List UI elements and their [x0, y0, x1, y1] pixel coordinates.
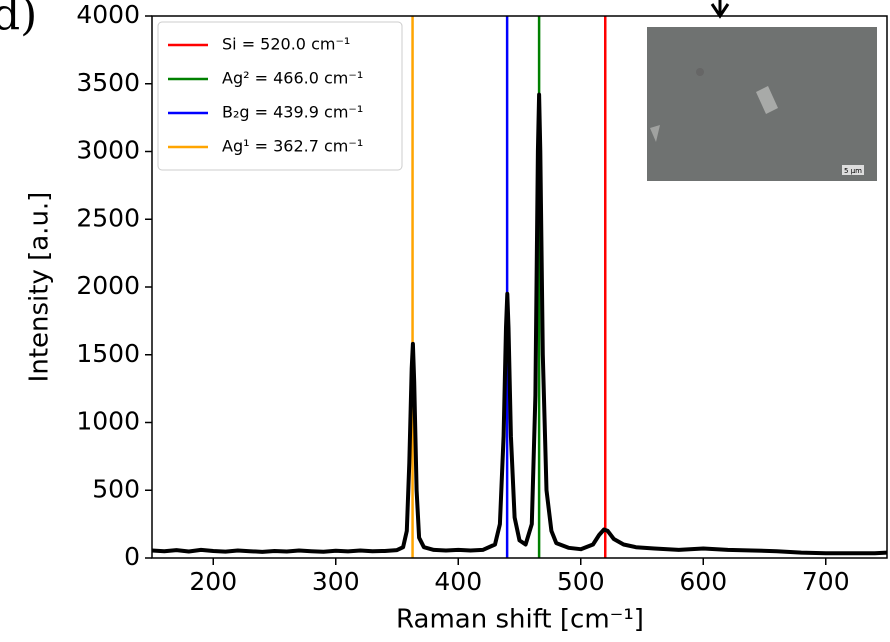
axes-frame	[151, 15, 888, 559]
y-tick-label: 1000	[76, 407, 140, 436]
y-tick-label: 3000	[76, 136, 140, 165]
spectrum-line	[151, 92, 888, 556]
panel-label: d)	[0, 0, 37, 41]
y-tick-label: 4000	[76, 0, 140, 29]
y-tick-label: 2000	[76, 271, 140, 300]
x-tick-label: 500	[557, 567, 605, 596]
inset-scale-label: 5 µm	[844, 167, 862, 175]
y-tick-label: 3500	[76, 68, 140, 97]
arrow-head	[710, 3, 730, 19]
flake	[650, 125, 660, 142]
y-tick-label: 2500	[76, 203, 140, 232]
x-tick-label: 200	[189, 567, 237, 596]
x-tick-label: 300	[312, 567, 360, 596]
x-tick-label: 400	[434, 567, 482, 596]
legend-box	[157, 21, 403, 171]
legend-label: B₂g = 439.9 cm⁻¹	[222, 103, 363, 122]
scale-bar-box	[842, 165, 864, 175]
legend-label: Si = 520.0 cm⁻¹	[222, 35, 350, 54]
x-tick-label: 700	[802, 567, 850, 596]
flake	[756, 86, 778, 114]
legend-label: Ag¹ = 362.7 cm⁻¹	[222, 137, 363, 156]
y-tick-label: 1500	[76, 339, 140, 368]
x-tick-label: 600	[679, 567, 727, 596]
y-tick-label: 500	[92, 474, 140, 503]
legend: Si = 520.0 cm⁻¹ Ag² = 466.0 cm⁻¹ B₂g = 439…	[157, 21, 403, 171]
inset: 5 µm	[635, 0, 880, 185]
plot-area: 200 300 400 500 600 700 0 500 1000 1500 2000 2500 30…	[76, 0, 888, 596]
x-axis-label: Raman shift [cm⁻¹]	[396, 605, 644, 635]
legend-label: Ag² = 466.0 cm⁻¹	[222, 69, 363, 88]
particle	[696, 68, 704, 76]
y-axis-label: Intensity [a.u.]	[25, 192, 55, 383]
y-tick-label: 0	[124, 542, 140, 571]
